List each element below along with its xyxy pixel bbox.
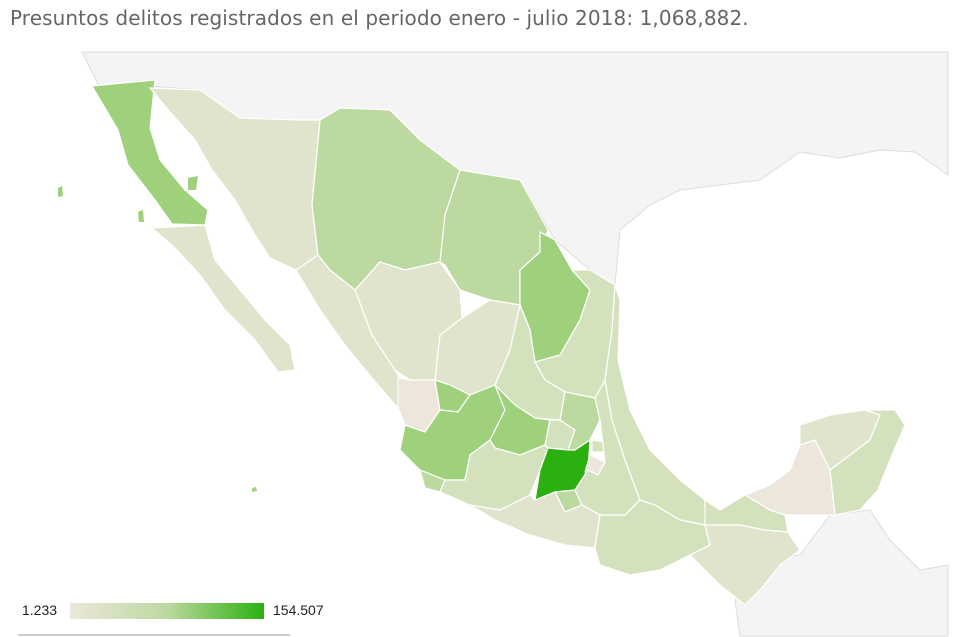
island-tiburon [188,176,198,190]
island-revillagigedo [252,487,257,492]
mexico-states [91,79,906,606]
islands [58,176,257,492]
central-america-region [734,509,949,637]
state-quintana-roo[interactable] [829,409,906,516]
state-chiapas[interactable] [688,524,801,606]
legend-color-scale [70,603,264,619]
map-title: Presuntos delitos registrados en el peri… [10,6,749,30]
bottom-divider [18,634,290,636]
island-cedros [138,210,144,222]
island-guadalupe [58,186,63,197]
legend-min-label: 1.233 [22,602,58,618]
state-baja-california-sur[interactable] [150,224,296,373]
state-guerrero[interactable] [469,491,601,549]
legend-max-label: 154.507 [273,602,324,618]
state-baja-california[interactable] [91,79,209,226]
